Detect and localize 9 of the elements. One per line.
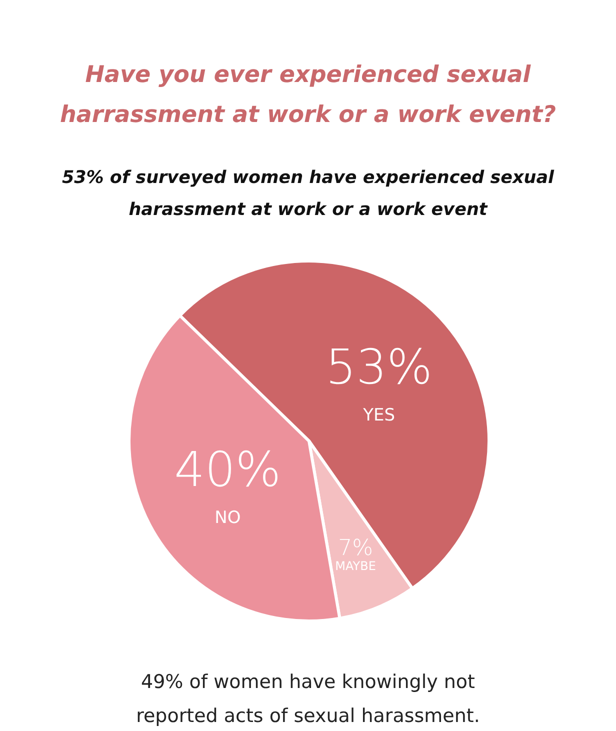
text: 49% of women have knowingly not reported acts of sexual harassment. <box>135 670 481 729</box>
data-label: 53% <box>326 339 432 396</box>
slice-label: YES <box>362 405 395 426</box>
chart-title: Have you ever experienced sexual harrassment at work or a work event? <box>59 61 557 130</box>
slice-label: MAYBE <box>335 558 376 573</box>
slice-label: NO <box>214 508 241 528</box>
chart-subtitle: 53% of surveyed women have experienced sexual harassment at work or a work event <box>60 167 556 222</box>
data-label: 40% <box>174 442 281 498</box>
data-label: 7% <box>338 536 374 561</box>
